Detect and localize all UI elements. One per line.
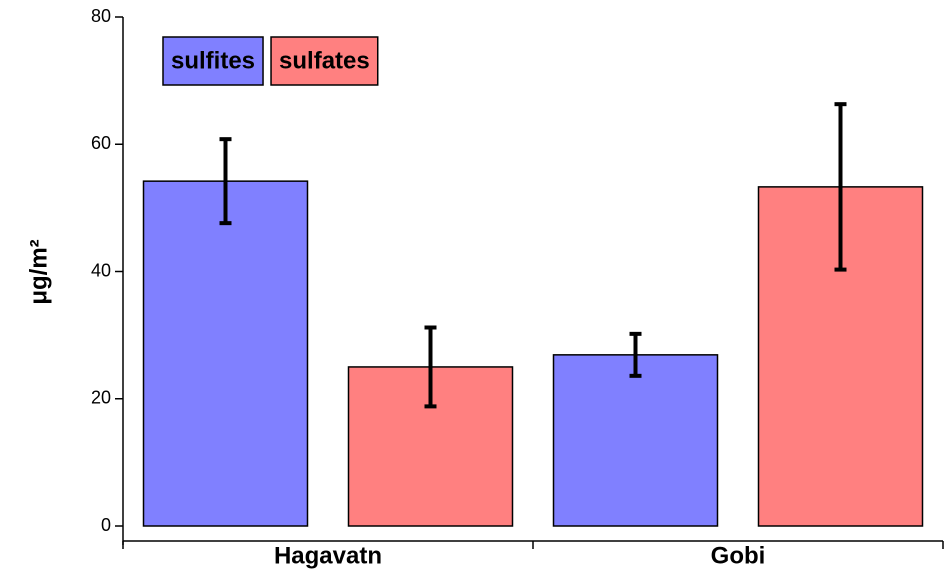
y-axis-label: μg/m²	[25, 239, 52, 304]
bar	[552, 354, 719, 527]
y-tick-label: 60	[91, 133, 111, 153]
x-tick-label: Hagavatn	[274, 542, 382, 569]
legend-label: sulfates	[279, 47, 370, 74]
y-tick-label: 80	[91, 6, 111, 26]
y-tick-label: 0	[101, 515, 111, 535]
legend-label: sulfites	[171, 47, 255, 74]
legend-box	[162, 36, 264, 86]
error-bar	[629, 331, 642, 378]
y-tick-label: 20	[91, 388, 111, 408]
error-bar	[424, 325, 437, 409]
y-tick-label: 40	[91, 260, 111, 280]
error-bar	[834, 102, 847, 272]
bar	[142, 180, 309, 527]
x-tick-label: Gobi	[711, 542, 766, 569]
legend-box	[270, 36, 379, 86]
error-bar	[219, 137, 232, 226]
